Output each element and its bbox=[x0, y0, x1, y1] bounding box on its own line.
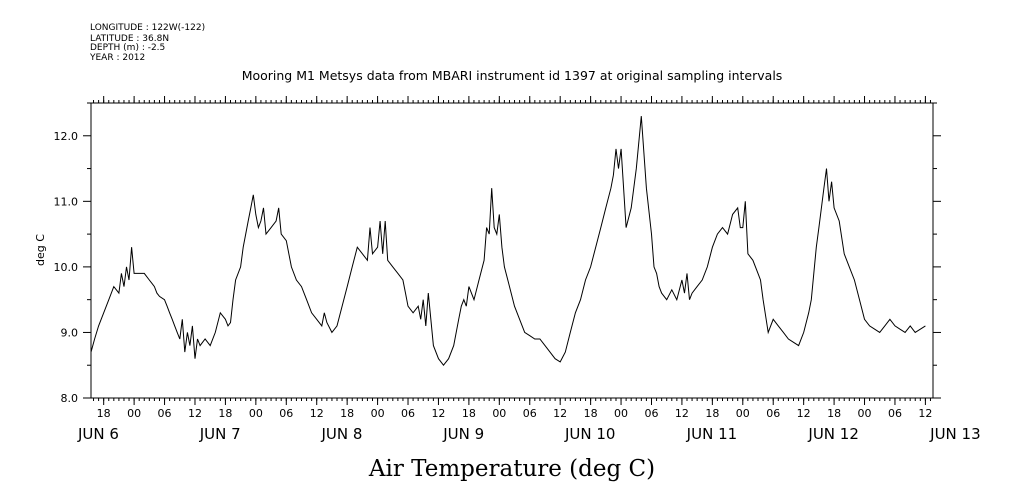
x-hour-tick-label: 18 bbox=[218, 407, 232, 420]
year-text: YEAR : 2012 bbox=[89, 53, 145, 63]
x-date-label: JUN 8 bbox=[320, 425, 362, 443]
air-temperature-series-line bbox=[90, 116, 926, 367]
x-hour-tick-label: 00 bbox=[858, 407, 872, 420]
x-hour-tick-label: 00 bbox=[371, 407, 385, 420]
x-hour-tick-label: 12 bbox=[797, 407, 811, 420]
y-tick-label: 11.0 bbox=[54, 195, 79, 208]
y-tick-label: 10.0 bbox=[54, 261, 79, 274]
x-hour-tick-label: 00 bbox=[614, 407, 628, 420]
x-hour-tick-label: 18 bbox=[584, 407, 598, 420]
x-hour-tick-label: 12 bbox=[553, 407, 567, 420]
x-date-label: JUN 13 bbox=[929, 425, 980, 443]
metadata-block: LONGITUDE : 122W(-122) LATITUDE : 36.8N … bbox=[89, 23, 205, 63]
x-hour-tick-label: 18 bbox=[97, 407, 111, 420]
x-hour-tick-label: 06 bbox=[158, 407, 172, 420]
x-date-label: JUN 6 bbox=[77, 425, 119, 443]
depth-text: DEPTH (m) : -2.5 bbox=[90, 43, 165, 53]
x-hour-tick-label: 06 bbox=[279, 407, 293, 420]
series-layer bbox=[90, 116, 926, 367]
y-tick-label: 8.0 bbox=[61, 392, 79, 405]
x-hour-tick-label: 18 bbox=[462, 407, 476, 420]
chart-title: Mooring M1 Metsys data from MBARI instru… bbox=[242, 68, 783, 83]
x-hour-tick-label: 00 bbox=[249, 407, 263, 420]
x-hour-tick-label: 06 bbox=[888, 407, 902, 420]
y-tick-label: 9.0 bbox=[61, 326, 79, 339]
x-hour-tick-label: 06 bbox=[766, 407, 780, 420]
x-hour-tick-label: 12 bbox=[675, 407, 689, 420]
x-hour-tick-label: 00 bbox=[736, 407, 750, 420]
x-hour-tick-label: 00 bbox=[127, 407, 141, 420]
y-tick-label: 12.0 bbox=[54, 130, 79, 143]
x-hour-tick-label: 00 bbox=[492, 407, 506, 420]
x-hour-tick-label: 12 bbox=[918, 407, 932, 420]
x-date-label: JUN 11 bbox=[686, 425, 737, 443]
x-hour-tick-label: 18 bbox=[827, 407, 841, 420]
x-date-label: JUN 10 bbox=[564, 425, 615, 443]
y-axis-label: deg C bbox=[34, 234, 47, 266]
x-date-label: JUN 12 bbox=[807, 425, 858, 443]
axes-layer: 8.0 9.0 10.0 11.0 12.0 18 00 06 12 18 00 06 12 18 00 06… bbox=[54, 96, 981, 443]
x-hour-tick-label: 18 bbox=[340, 407, 354, 420]
x-hour-tick-label: 06 bbox=[401, 407, 415, 420]
x-hour-tick-label: 12 bbox=[188, 407, 202, 420]
latitude-text: LATITUDE : 36.8N bbox=[90, 34, 169, 44]
x-date-label: JUN 9 bbox=[442, 425, 484, 443]
x-hour-tick-label: 06 bbox=[523, 407, 537, 420]
x-hour-tick-label: 12 bbox=[431, 407, 445, 420]
x-hour-tick-label: 12 bbox=[310, 407, 324, 420]
x-hour-tick-label: 18 bbox=[705, 407, 719, 420]
x-date-label: JUN 7 bbox=[199, 425, 241, 443]
x-axis-caption: Air Temperature (deg C) bbox=[368, 456, 655, 482]
longitude-text: LONGITUDE : 122W(-122) bbox=[90, 23, 205, 33]
x-hour-tick-label: 06 bbox=[644, 407, 658, 420]
plot-frame bbox=[90, 102, 934, 399]
